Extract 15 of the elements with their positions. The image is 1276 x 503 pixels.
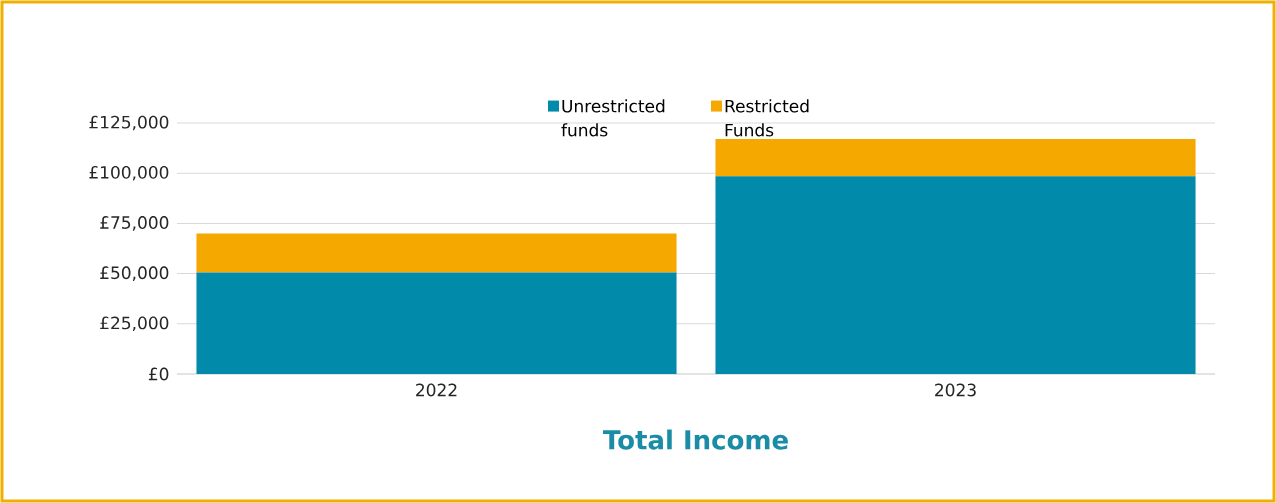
bar <box>196 272 677 374</box>
y-tick-label: £100,000 <box>89 165 169 181</box>
text: Total Income <box>603 429 788 450</box>
y-tick-label: £75,000 <box>100 216 169 231</box>
legend-label: Unrestricted funds <box>561 99 665 137</box>
x-tick-label: 2023 <box>935 383 976 397</box>
x-tick-label: 2022 <box>416 383 457 397</box>
bar <box>715 176 1196 374</box>
y-tick-label: £125,000 <box>89 115 169 131</box>
bar <box>196 233 677 273</box>
y-tick-label: £0 <box>148 367 169 381</box>
bar <box>715 139 1196 177</box>
legend-label: Restricted Funds <box>725 99 809 137</box>
y-tick-label: £25,000 <box>100 316 169 332</box>
y-tick-label: £50,000 <box>100 266 169 281</box>
